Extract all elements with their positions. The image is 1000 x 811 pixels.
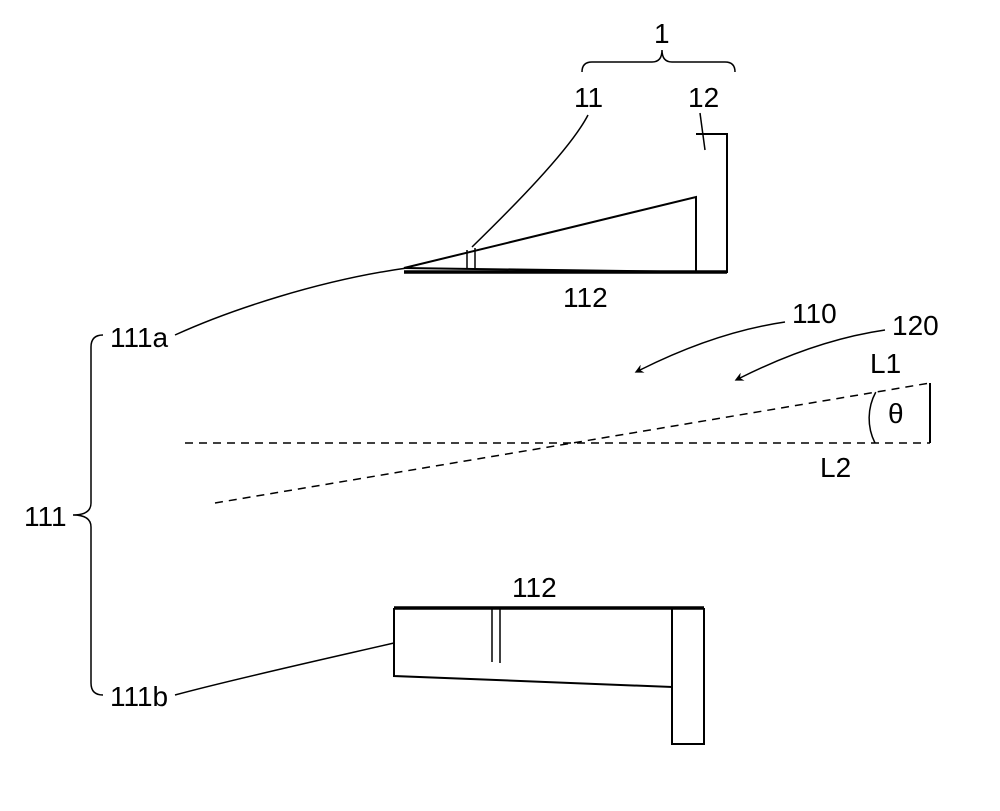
label-11: 11 [574,82,603,114]
label-L2: L2 [820,452,851,484]
label-111: 111 [24,501,67,533]
label-120: 120 [892,310,939,342]
label-112-top: 112 [563,282,608,314]
label-110: 110 [792,298,837,330]
label-111a: 111a [110,322,168,354]
label-111b: 111b [110,681,168,713]
label-theta: θ [888,398,904,430]
label-12: 12 [688,82,719,114]
label-112-bottom: 112 [512,572,557,604]
label-1: 1 [654,18,670,50]
label-L1: L1 [870,348,901,380]
